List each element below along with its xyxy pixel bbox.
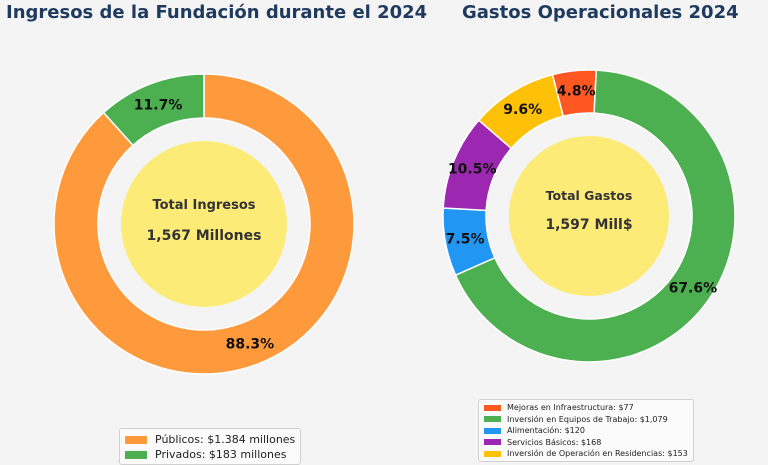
legend-ingresos: Públicos: $1.384 millones Privados: $183 … [119, 428, 302, 465]
gastos-legend-swatch [484, 450, 501, 457]
gastos-legend-item: Inversión en Equipos de Trabajo: $1,079 [484, 414, 688, 426]
gastos-legend-swatch [484, 404, 501, 411]
chart-title-ingresos: Ingresos de la Fundación durante el 2024 [6, 2, 428, 23]
ingresos-legend-label: Públicos: $1.384 millones [155, 433, 296, 446]
ingresos-slice-publicos [53, 73, 355, 375]
chart-title-gastos: Gastos Operacionales 2024 [462, 2, 739, 23]
gastos-center-value: 1,597 Mill$ [545, 217, 632, 233]
gastos-legend-swatch [484, 416, 501, 423]
ingresos-percent-label: 88.3% [226, 336, 275, 352]
ingresos-center-label: Total Ingresos [152, 198, 255, 213]
gastos-legend-item: Servicios Básicos: $168 [484, 437, 688, 449]
gastos-legend-label: Servicios Básicos: $168 [507, 437, 602, 447]
ingresos-slice-privados [102, 73, 205, 147]
gastos-legend-label: Alimentación: $120 [507, 426, 585, 436]
ingresos-center-value: 1,567 Millones [147, 228, 262, 244]
ingresos-legend-label: Privados: $183 millones [155, 448, 287, 461]
gastos-percent-label: 4.8% [557, 84, 596, 100]
gastos-center-circle [509, 136, 669, 296]
gastos-slice-inversion-de-operacion-en-residencias [477, 73, 565, 150]
ingresos-legend-item: Públicos: $1.384 millones [125, 432, 295, 447]
ingresos-legend-item: Privados: $183 millones [125, 447, 295, 462]
gastos-legend-swatch [484, 439, 501, 446]
gastos-legend-item: Inversión de Operación en Residencias: $… [484, 448, 688, 460]
gastos-slice-inversion-en-equipos-de-trabajo [454, 69, 736, 363]
gastos-percent-label: 67.6% [669, 280, 718, 296]
gastos-legend-label: Mejoras en Infraestructura: $77 [507, 403, 634, 413]
gastos-legend-label: Inversión en Equipos de Trabajo: $1,079 [507, 414, 668, 424]
ingresos-legend-swatch [125, 450, 147, 459]
gastos-legend-label: Inversión de Operación en Residencias: $… [507, 449, 688, 459]
gastos-center-label: Total Gastos [546, 188, 633, 203]
ingresos-center-circle [121, 141, 287, 307]
legend-gastos: Mejoras en Infraestructura: $77 Inversión… [478, 399, 694, 462]
ingresos-percent-label: 11.7% [134, 98, 183, 114]
gastos-percent-label: 7.5% [446, 232, 485, 248]
gastos-percent-label: 9.6% [503, 102, 542, 118]
gastos-legend-item: Alimentación: $120 [484, 425, 688, 437]
gastos-legend-item: Mejoras en Infraestructura: $77 [484, 402, 688, 414]
ingresos-legend-swatch [125, 435, 147, 444]
gastos-percent-label: 10.5% [448, 162, 497, 178]
gastos-legend-swatch [484, 427, 501, 434]
